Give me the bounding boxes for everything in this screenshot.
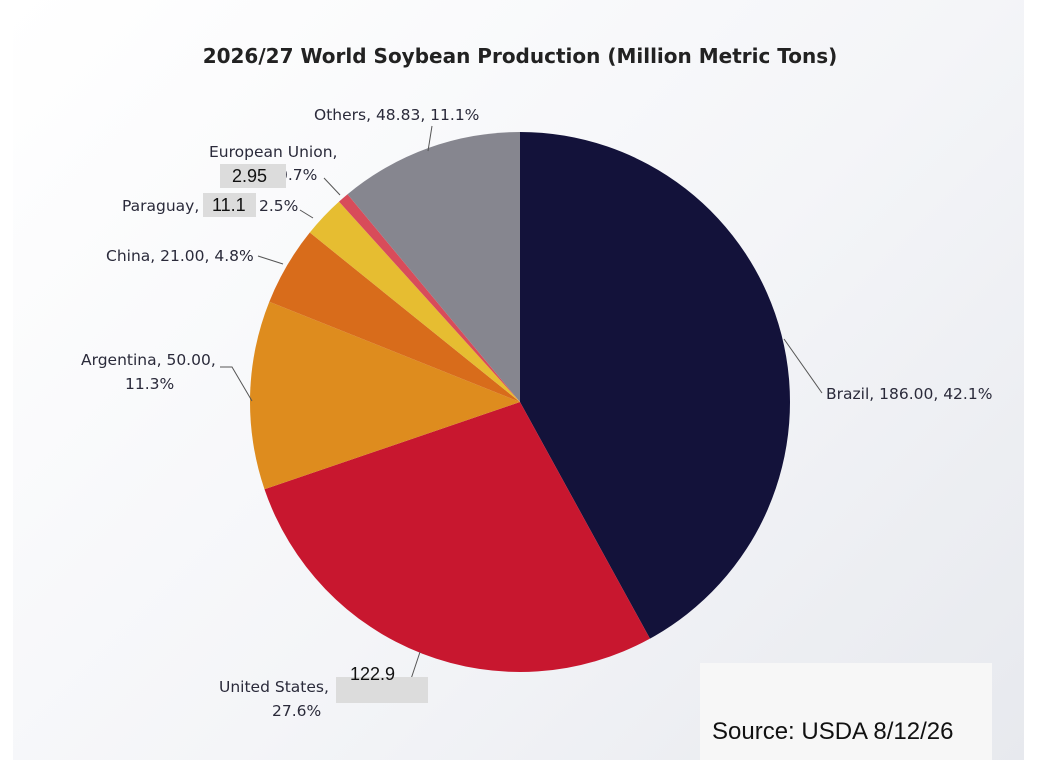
label-eu-value: 2.95 xyxy=(232,166,268,186)
pie-slice-paraguay xyxy=(309,201,520,402)
label-paraguay-percent: 2.5% xyxy=(259,197,298,215)
pie-slices xyxy=(250,132,790,672)
label-paraguay-name: Paraguay, xyxy=(122,197,199,215)
label-argentina-line1: Argentina, 50.00, xyxy=(81,351,216,369)
label-us-value: 122.9 xyxy=(350,664,396,684)
leader-line-paraguay xyxy=(299,209,314,219)
leader-line-china xyxy=(257,255,284,265)
pie-slice-european-union xyxy=(338,194,520,402)
label-paraguay-value: 11.1 xyxy=(212,195,246,215)
pie-slice-united-states xyxy=(264,402,650,672)
label-paraguay-value-box: 11.1 xyxy=(203,193,256,217)
label-us-percent: 27.6% xyxy=(272,702,321,720)
chart-title: 2026/27 World Soybean Production (Millio… xyxy=(202,44,838,68)
label-us-value-box: 122.9 xyxy=(336,664,428,703)
label-us-name: United States, xyxy=(219,678,329,696)
leader-line-others xyxy=(427,125,433,152)
label-others: Others, 48.83, 11.1% xyxy=(314,106,479,124)
leader-line-brazil xyxy=(783,338,823,394)
leader-line-argentina xyxy=(220,366,253,402)
label-brazil: Brazil, 186.00, 42.1% xyxy=(826,385,992,403)
source-note: Source: USDA 8/12/26 xyxy=(712,718,954,745)
leader-line-eu xyxy=(323,177,341,196)
pie-slice-brazil xyxy=(520,132,790,639)
label-eu-value-box: 2.95 xyxy=(220,164,286,188)
label-eu-percent: 0.7% xyxy=(278,166,317,184)
label-china: China, 21.00, 4.8% xyxy=(106,247,254,265)
label-eu-line1: European Union, xyxy=(209,143,337,161)
pie-slice-china xyxy=(269,232,520,402)
pie-slice-others xyxy=(347,132,520,402)
label-argentina-line2: 11.3% xyxy=(125,375,174,393)
source-background xyxy=(700,663,992,760)
pie-slice-argentina xyxy=(250,301,520,490)
